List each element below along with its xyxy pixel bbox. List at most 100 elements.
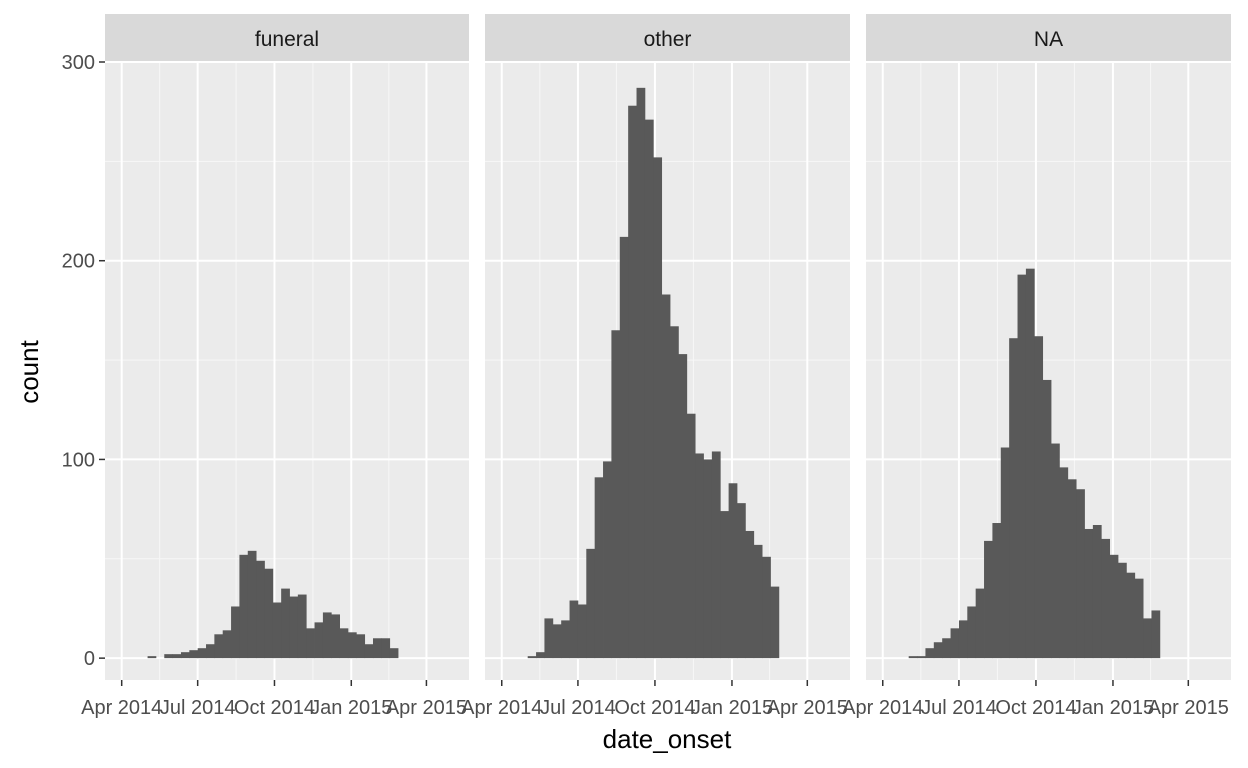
x-tick-label: Oct 2014 (614, 697, 695, 719)
histogram-bar (728, 483, 738, 659)
histogram-bar (247, 550, 257, 659)
histogram-bar (172, 654, 182, 659)
histogram-bar (933, 642, 943, 659)
histogram-bar (1151, 610, 1161, 659)
histogram-bar (1101, 538, 1111, 659)
histogram-bar (736, 503, 746, 659)
histogram-bar (925, 648, 935, 659)
histogram-bar (577, 604, 587, 659)
histogram-bar (180, 652, 190, 659)
histogram-bar (552, 624, 562, 659)
histogram-bar (1084, 528, 1094, 659)
x-tick-label: Jan 2015 (1072, 697, 1154, 719)
histogram-bar (281, 588, 290, 659)
histogram-bar (1126, 572, 1136, 659)
histogram-bar (1134, 578, 1144, 659)
histogram-bar (544, 618, 554, 659)
x-tick-label: Apr 2015 (386, 697, 467, 719)
histogram-bar (950, 628, 960, 659)
facet-strip (105, 14, 469, 61)
histogram-bar (1000, 447, 1010, 659)
histogram-bar (1117, 562, 1127, 659)
histogram-bar (1109, 554, 1119, 659)
histogram-bar (661, 294, 671, 659)
histogram-bar (711, 451, 721, 659)
y-tick-label: 300 (62, 52, 95, 74)
histogram-bar (256, 560, 265, 659)
x-tick-label: Jan 2015 (691, 697, 773, 719)
x-tick-label: Oct 2014 (234, 697, 315, 719)
histogram-bar (1059, 467, 1069, 659)
histogram-bar (678, 354, 688, 659)
x-axis-title: date_onset (603, 724, 732, 754)
histogram-bar (389, 648, 399, 659)
histogram-bar (1009, 338, 1018, 659)
y-tick-label: 200 (62, 251, 95, 273)
histogram-bar (586, 548, 596, 659)
histogram-bar (356, 634, 366, 659)
histogram-bar (753, 544, 763, 659)
histogram-bar (917, 656, 926, 659)
histogram-bar (703, 459, 713, 659)
histogram-bar (231, 606, 240, 659)
x-tick-label: Oct 2014 (995, 697, 1076, 719)
histogram-bar (653, 157, 663, 659)
histogram-bar (381, 638, 391, 659)
x-tick-label: Apr 2014 (842, 697, 923, 719)
histogram-bar (975, 588, 985, 659)
histogram-bar (527, 656, 537, 659)
histogram-bar (594, 477, 604, 659)
histogram-bar (1067, 479, 1077, 659)
y-tick-label: 100 (62, 449, 95, 471)
histogram-bar (331, 614, 340, 659)
histogram-bar (770, 586, 780, 659)
histogram-bar (628, 105, 637, 659)
histogram-bar (1076, 489, 1085, 659)
facet-strip-label: other (644, 28, 692, 51)
facet-strip-label: funeral (255, 28, 319, 51)
histogram-bar (197, 648, 207, 659)
histogram-bar (306, 628, 315, 659)
y-tick-label: 0 (84, 648, 95, 670)
histogram-bar (1143, 618, 1152, 659)
x-tick-label: Jul 2014 (160, 697, 236, 719)
histogram-bar (347, 632, 357, 659)
histogram-bar (214, 634, 224, 659)
histogram-bar (619, 236, 629, 659)
histogram-bar (1051, 443, 1060, 659)
x-tick-label: Apr 2014 (81, 697, 162, 719)
histogram-bar (958, 620, 968, 659)
histogram-bar (942, 638, 951, 659)
histogram-bar (297, 594, 307, 659)
histogram-bar (1025, 268, 1035, 659)
histogram-bar (720, 511, 730, 659)
histogram-bar (908, 656, 918, 659)
histogram-bar (222, 630, 232, 659)
histogram-bar (670, 326, 679, 659)
histogram-bar (992, 523, 1002, 659)
histogram-bar (1092, 525, 1102, 659)
histogram-bar (314, 622, 324, 659)
histogram-bar (147, 656, 157, 659)
panel-background (105, 62, 469, 680)
histogram-bar (164, 654, 174, 659)
histogram-bar (762, 556, 771, 659)
histogram-bar (364, 644, 374, 659)
histogram-bar (686, 413, 696, 659)
histogram-bar (536, 652, 545, 659)
histogram-bar (206, 644, 215, 659)
x-tick-label: Apr 2014 (461, 697, 542, 719)
histogram-bar (1034, 336, 1044, 659)
x-tick-label: Jul 2014 (921, 697, 997, 719)
facet-strip (485, 14, 850, 61)
y-axis-title: count (14, 339, 44, 403)
histogram-bar (561, 620, 570, 659)
x-tick-label: Jan 2015 (310, 697, 392, 719)
facet-strip (866, 14, 1231, 61)
facet-strip-label: NA (1034, 28, 1063, 51)
histogram-bar (189, 650, 199, 659)
